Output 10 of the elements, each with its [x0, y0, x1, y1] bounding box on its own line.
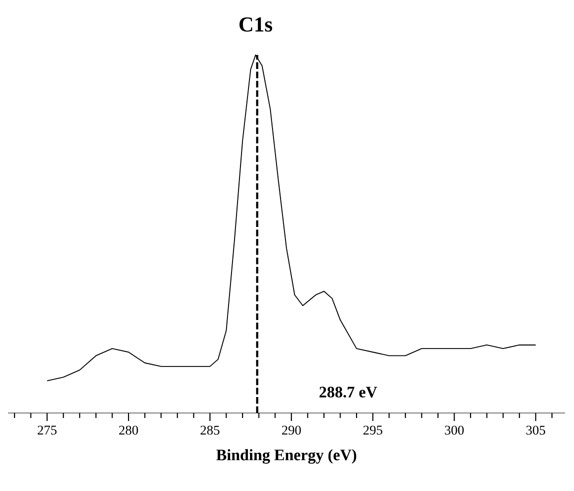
ref-line-label: 288.7 eV — [320, 386, 378, 398]
x-tick-label: 290 — [282, 426, 301, 435]
x-tick-label: 275 — [38, 426, 57, 435]
x-tick-label: 285 — [200, 426, 220, 435]
x-tick-label: 305 — [526, 426, 546, 435]
x-axis-title: Binding Energy (eV) — [216, 449, 356, 464]
x-tick-label: 280 — [119, 426, 138, 435]
x-tick-label: 300 — [444, 426, 464, 435]
x-tick-label: 295 — [363, 426, 382, 435]
chart-title: C1s — [239, 17, 272, 32]
